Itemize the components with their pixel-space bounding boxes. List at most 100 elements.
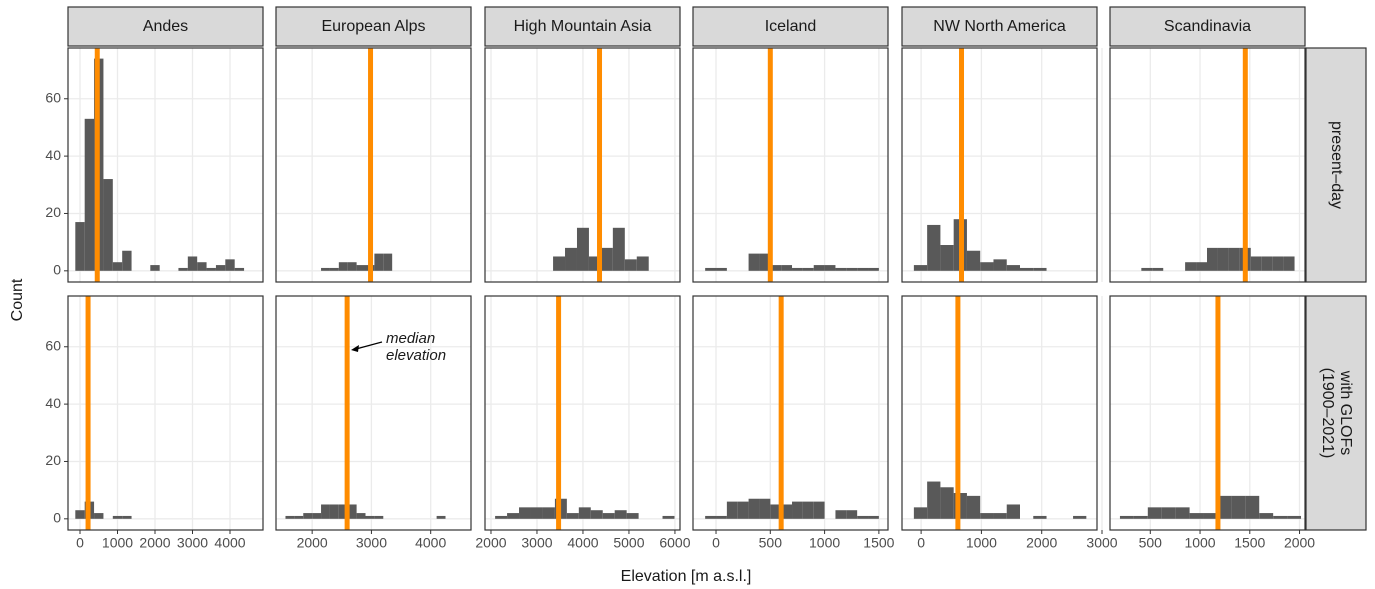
bar <box>1245 495 1260 519</box>
x-tick-label: 5000 <box>613 535 644 551</box>
bar <box>578 507 591 519</box>
strip-background <box>275 6 472 47</box>
panel-border <box>901 295 1098 531</box>
x-tick-label: 6000 <box>659 535 690 551</box>
x-tick-label: 1500 <box>1234 535 1265 551</box>
panel-border <box>275 47 472 283</box>
strip-background <box>692 6 889 47</box>
panel-border <box>484 295 681 531</box>
bar <box>857 267 869 271</box>
strip-background <box>1305 295 1367 531</box>
x-tick-label: 4000 <box>214 535 245 551</box>
bar <box>813 265 825 271</box>
bar <box>365 515 375 519</box>
bar <box>626 513 639 519</box>
bar <box>612 227 625 271</box>
bar <box>716 515 727 519</box>
bar <box>1283 256 1295 271</box>
bar <box>624 259 637 271</box>
bar <box>347 262 357 271</box>
bar <box>225 259 235 271</box>
bar <box>857 515 869 519</box>
bar <box>748 498 760 519</box>
bar <box>835 267 847 271</box>
bar <box>75 222 85 271</box>
bar <box>1006 504 1021 519</box>
x-tick-label: 1500 <box>863 535 894 551</box>
bar <box>1250 256 1262 271</box>
bar <box>187 256 198 271</box>
bar <box>566 513 579 519</box>
bar <box>94 513 104 519</box>
panel-border <box>692 295 889 531</box>
column-strip-label: Iceland <box>765 18 817 35</box>
x-tick-label: 2000 <box>475 535 506 551</box>
y-axis-title: Count <box>9 278 26 321</box>
bar <box>150 265 160 271</box>
bar <box>519 507 531 519</box>
bar <box>705 515 717 519</box>
bar <box>338 262 348 271</box>
bar <box>1141 267 1153 271</box>
bar <box>1152 267 1164 271</box>
bar <box>588 256 601 271</box>
bar <box>1175 507 1190 519</box>
bar <box>122 515 132 519</box>
bar <box>781 265 793 271</box>
bar <box>824 265 836 271</box>
bar <box>356 265 366 271</box>
bar <box>197 262 207 271</box>
bar <box>1020 267 1034 271</box>
bar <box>993 259 1007 271</box>
x-tick-label: 500 <box>759 535 783 551</box>
strip-background <box>1305 47 1367 283</box>
x-tick-label: 0 <box>712 535 720 551</box>
annotation-arrowhead <box>351 345 359 352</box>
bar <box>614 510 627 519</box>
column-strip-label: High Mountain Asia <box>514 18 652 35</box>
strip-background <box>901 6 1098 47</box>
panel-border <box>901 47 1098 283</box>
panel-border <box>67 47 264 283</box>
panel-border <box>484 47 681 283</box>
bar <box>835 510 847 519</box>
panel-background <box>1110 296 1305 530</box>
bar <box>1217 495 1232 519</box>
bar <box>1273 515 1288 519</box>
annotation: median <box>386 330 435 347</box>
bar <box>759 253 771 271</box>
x-tick-label: 2000 <box>1026 535 1057 551</box>
panel-border <box>692 47 889 283</box>
column-strip-label: NW North America <box>933 18 1066 35</box>
bar <box>927 224 941 271</box>
bar <box>1189 513 1204 519</box>
bar <box>329 267 339 271</box>
bar <box>1207 247 1218 271</box>
panel-background <box>693 48 888 282</box>
bar <box>178 267 188 271</box>
bar <box>980 513 994 519</box>
bar <box>770 504 782 519</box>
y-tick-label: 60 <box>45 337 61 353</box>
x-tick-label: 2000 <box>1284 535 1315 551</box>
bar <box>813 501 825 519</box>
bar <box>846 510 858 519</box>
bar <box>553 256 566 271</box>
bar <box>1259 513 1274 519</box>
bar <box>285 515 295 519</box>
bar <box>590 510 603 519</box>
bar <box>84 118 95 271</box>
bar <box>1228 247 1240 271</box>
bar <box>347 504 357 519</box>
bar <box>1287 515 1302 519</box>
y-tick-label: 40 <box>45 147 61 163</box>
bar <box>636 256 649 271</box>
y-tick-label: 40 <box>45 395 61 411</box>
strip-background <box>1109 6 1306 47</box>
panel-background <box>68 296 263 530</box>
bar <box>759 498 771 519</box>
bar <box>781 504 793 519</box>
x-tick-label: 0 <box>76 535 84 551</box>
bar <box>1196 262 1208 271</box>
bar <box>980 262 994 271</box>
